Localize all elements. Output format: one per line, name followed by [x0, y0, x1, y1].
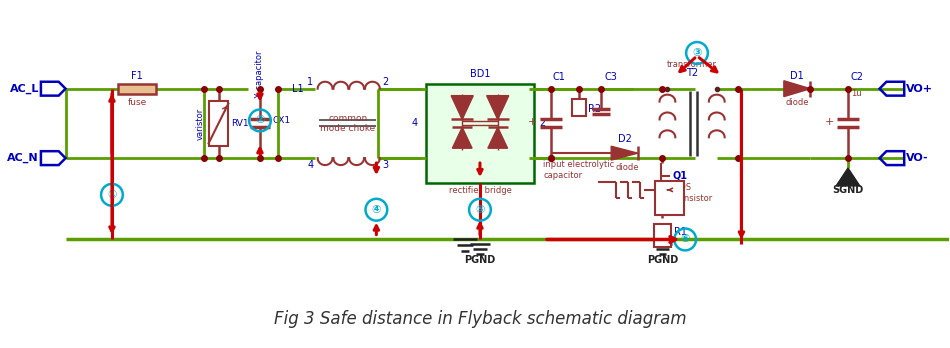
Text: AC_N: AC_N	[8, 153, 39, 163]
Text: 1: 1	[307, 77, 314, 87]
Text: ⑥: ⑥	[680, 235, 690, 245]
Text: 4: 4	[411, 118, 418, 128]
Text: VO-: VO-	[906, 153, 929, 163]
Text: BD1: BD1	[469, 69, 490, 79]
Text: R1: R1	[674, 227, 688, 237]
Text: ②: ②	[256, 116, 265, 125]
Text: transformer: transformer	[667, 61, 717, 69]
Polygon shape	[836, 168, 860, 186]
Text: ③: ③	[693, 48, 702, 58]
FancyBboxPatch shape	[572, 98, 585, 117]
Text: CX1: CX1	[273, 116, 291, 125]
Text: R2: R2	[588, 103, 601, 113]
Text: diode: diode	[786, 98, 808, 107]
FancyBboxPatch shape	[426, 84, 534, 183]
Text: 2: 2	[382, 77, 389, 87]
Text: 2: 2	[540, 118, 545, 128]
FancyBboxPatch shape	[209, 101, 228, 146]
FancyBboxPatch shape	[118, 84, 157, 94]
Text: 3: 3	[382, 160, 389, 170]
Text: Q1: Q1	[673, 171, 688, 181]
Text: MOS
transistor: MOS transistor	[673, 183, 712, 203]
Polygon shape	[451, 96, 473, 119]
Text: fuse: fuse	[127, 98, 146, 107]
Text: PGND: PGND	[647, 255, 678, 265]
FancyBboxPatch shape	[654, 224, 672, 247]
Text: input electrolytic
capacitor: input electrolytic capacitor	[543, 160, 615, 180]
Text: PGND: PGND	[465, 255, 496, 265]
Polygon shape	[784, 81, 810, 97]
Text: common
mode choke: common mode choke	[320, 114, 375, 133]
Text: 4: 4	[307, 160, 314, 170]
Text: F1: F1	[131, 71, 143, 81]
Text: ⑤: ⑤	[475, 205, 484, 215]
Text: +: +	[528, 117, 537, 127]
Text: Fig 3 Safe distance in Flyback schematic diagram: Fig 3 Safe distance in Flyback schematic…	[274, 310, 686, 328]
Text: +: +	[825, 117, 834, 127]
Polygon shape	[488, 127, 507, 148]
Text: ④: ④	[371, 205, 381, 215]
Text: X capacitor: X capacitor	[256, 50, 264, 97]
Text: C3: C3	[604, 72, 618, 82]
Text: diode: diode	[616, 163, 639, 172]
Text: VO+: VO+	[906, 84, 933, 94]
Polygon shape	[611, 146, 637, 160]
Text: T2: T2	[686, 68, 698, 78]
Polygon shape	[452, 127, 472, 148]
Text: SGND: SGND	[832, 185, 864, 195]
Polygon shape	[486, 96, 509, 119]
Text: 1u: 1u	[851, 89, 862, 98]
Text: RV1: RV1	[232, 119, 249, 128]
Text: D2: D2	[618, 134, 632, 144]
Text: L1: L1	[292, 84, 303, 94]
Text: rectifier bridge: rectifier bridge	[448, 187, 511, 195]
Text: AC_L: AC_L	[10, 84, 39, 94]
Text: C1: C1	[553, 72, 566, 82]
FancyBboxPatch shape	[655, 181, 684, 215]
Text: varistor: varistor	[197, 107, 205, 140]
Text: C2: C2	[851, 72, 864, 82]
Text: D1: D1	[790, 71, 804, 81]
Text: ①: ①	[107, 190, 117, 200]
